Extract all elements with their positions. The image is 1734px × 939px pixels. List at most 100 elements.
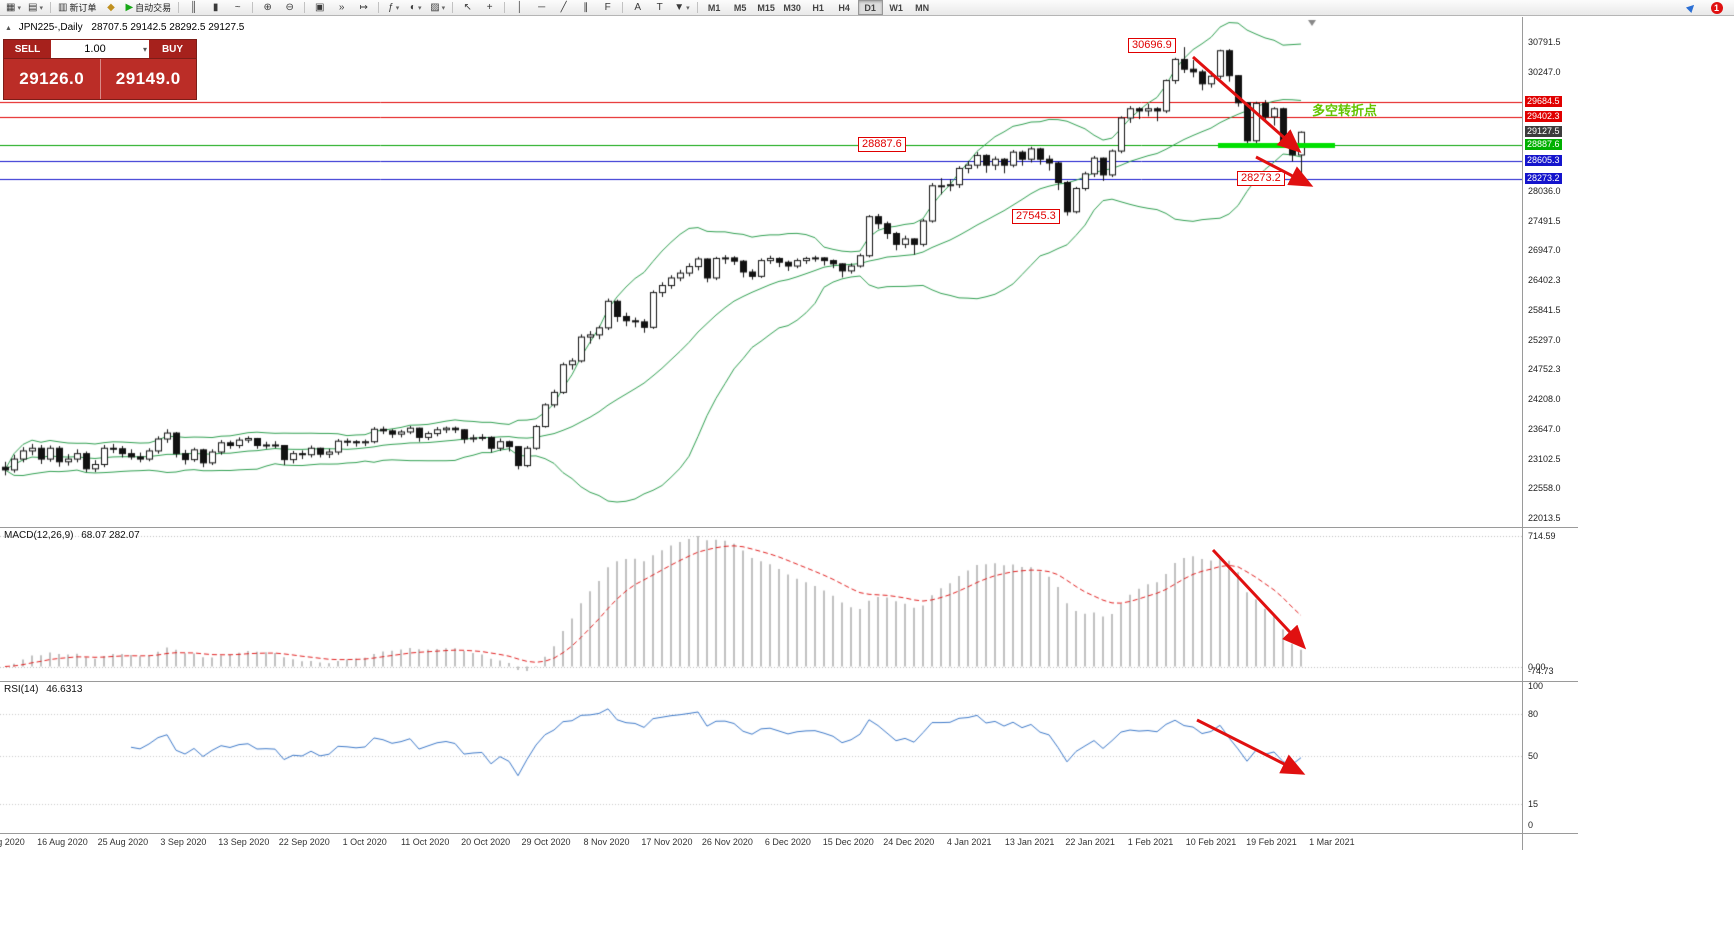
annotation-price-label[interactable]: 30696.9 [1128,38,1176,53]
date-label: 1 Oct 2020 [342,837,387,847]
crosshair-button[interactable]: + [479,0,500,16]
tile-windows-button[interactable]: ▣ [309,0,330,16]
rsi-axis-label: 15 [1528,799,1539,810]
equidistant-channel-button[interactable]: ∥ [575,0,596,16]
price-badge[interactable]: 29684.5 [1525,96,1562,108]
date-label: 22 Sep 2020 [278,837,330,847]
rsi-panel-canvas[interactable] [0,682,1522,833]
bar-chart-icon: ║ [190,1,198,13]
volume-input[interactable] [51,40,149,58]
text-label-button[interactable]: T [649,0,670,16]
date-label: 22 Jan 2021 [1065,837,1115,847]
date-label: 26 Nov 2020 [701,837,753,847]
annotation-price-label[interactable]: 28273.2 [1237,171,1285,186]
date-axis[interactable]: 9 Aug 2020 16 Aug 2020 25 Aug 2020 3 Sep 20… [0,834,1522,850]
panel-divider-rsi[interactable] [0,681,1578,682]
date-label: 16 Aug 2020 [37,837,88,847]
text-label-icon: T [656,1,663,13]
macd-panel-canvas[interactable] [0,528,1522,681]
timeframe-w1[interactable]: W1 [889,2,903,13]
timeframe-m1[interactable]: M1 [707,2,721,13]
toolbar-separator [696,2,698,13]
annotation-price-label[interactable]: 28887.6 [858,137,906,152]
date-label: 1 Mar 2021 [1309,837,1355,847]
panel-divider-macd[interactable] [0,527,1578,528]
volume-box: ▾ [51,40,149,59]
price-tick: 22013.5 [1528,513,1561,523]
timeframe-m30[interactable]: M30 [783,2,801,13]
timeframe-h4[interactable]: H4 [838,2,850,13]
sell-button[interactable]: SELL [4,40,51,59]
periods-button[interactable]: ◐ ▾ [405,0,426,16]
price-tick: 25841.5 [1528,305,1561,316]
tile-windows-icon: ▣ [314,1,325,13]
zoom-in-button[interactable]: ⊕ [257,0,278,16]
equidistant-channel-icon: ∥ [583,1,589,13]
chart-shift-button[interactable]: ↦ [353,0,374,16]
timeframe-m15[interactable]: M15 [757,2,775,13]
volume-dropdown-icon[interactable]: ▾ [142,44,147,54]
date-label: 11 Oct 2020 [400,837,450,847]
date-label: 25 Aug 2020 [97,837,149,847]
timeframe-d1[interactable]: D1 [857,0,883,15]
panel-divider-dates[interactable] [0,833,1578,834]
fibonacci-button[interactable]: F [597,0,618,16]
price-badge[interactable]: 29402.3 [1525,111,1562,123]
cursor-button[interactable]: ↖ [457,0,478,16]
arrows-button[interactable]: ▼ ▾ [671,0,692,16]
buy-price[interactable]: 29149.0 [99,59,197,99]
one-click-collapse-icon[interactable]: ▲ [5,25,12,32]
vertical-line-icon: │ [516,1,523,13]
annotation-price-label[interactable]: 27545.3 [1012,209,1060,224]
templates-button[interactable]: ▨ ▾ [427,0,448,16]
new-order-button[interactable]: ▥ 新订单 [55,0,99,16]
date-label: 24 Dec 2020 [883,837,935,847]
one-click-prices: 29126.0 29149.0 [4,59,196,99]
autotrading-button[interactable]: ▶ 自动交易 [122,0,174,16]
auto-scroll-button[interactable]: » [331,0,352,16]
horizontal-line-icon: ─ [538,1,546,13]
new-chart-button[interactable]: ▦ ▾ [3,0,24,16]
crosshair-icon: + [486,1,493,13]
text-button[interactable]: A [627,0,648,16]
timeframe-m5[interactable]: M5 [733,2,747,13]
toolbar-separator [452,2,454,13]
indicators-icon: ƒ [388,1,394,13]
metaeditor-icon: ◆ [107,1,115,13]
price-badge[interactable]: 29127.5 [1525,126,1562,138]
main-chart-canvas[interactable] [0,17,1522,527]
zoom-out-icon: ⊖ [285,1,294,13]
price-tick: 23647.0 [1528,424,1561,435]
price-badge[interactable]: 28887.6 [1525,139,1562,151]
candlestick-chart-button[interactable]: ▮ [205,0,226,16]
zoom-out-button[interactable]: ⊖ [279,0,300,16]
notification-badge-button[interactable]: 1 [1706,0,1727,16]
price-badge[interactable]: 28605.3 [1525,154,1562,166]
horizontal-line-button[interactable]: ─ [531,0,552,16]
metaeditor-button[interactable]: ◆ [100,0,121,16]
price-tick: 24208.0 [1528,394,1561,404]
trendline-button[interactable]: ╱ [553,0,574,16]
vertical-line-button[interactable]: │ [509,0,530,16]
date-label: 6 Dec 2020 [764,837,811,847]
timeframe-mn[interactable]: MN [915,2,930,13]
timeframe-h1[interactable]: H1 [812,2,824,13]
buy-button[interactable]: BUY [149,40,196,59]
macd-axis-label: -74.73 [1528,666,1554,676]
indicators-button[interactable]: ƒ ▾ [383,0,404,16]
sell-price[interactable]: 29126.0 [19,69,85,88]
price-tick: 30791.5 [1528,37,1561,47]
date-label: 13 Jan 2021 [1004,837,1055,847]
line-chart-button[interactable]: ~ [227,0,248,16]
price-axis[interactable]: 30791.5 30247.0 28036.0 27491.5 26947.0 26402… [1523,17,1579,850]
macd-axis-label: 714.59 [1528,531,1556,541]
date-label: 9 Aug 2020 [0,837,25,847]
annotation-text-label[interactable]: 多空转折点 [1312,103,1378,118]
bar-chart-button[interactable]: ║ [183,0,204,16]
price-tick: 23102.5 [1528,453,1561,464]
rsi-axis-label: 80 [1528,708,1539,719]
price-badge[interactable]: 28273.2 [1525,172,1562,184]
zoom-in-icon: ⊕ [263,1,272,13]
pointer-blue-icon-button[interactable]: ▶ [1681,0,1702,16]
profiles-button[interactable]: ▤ ▾ [25,0,46,16]
